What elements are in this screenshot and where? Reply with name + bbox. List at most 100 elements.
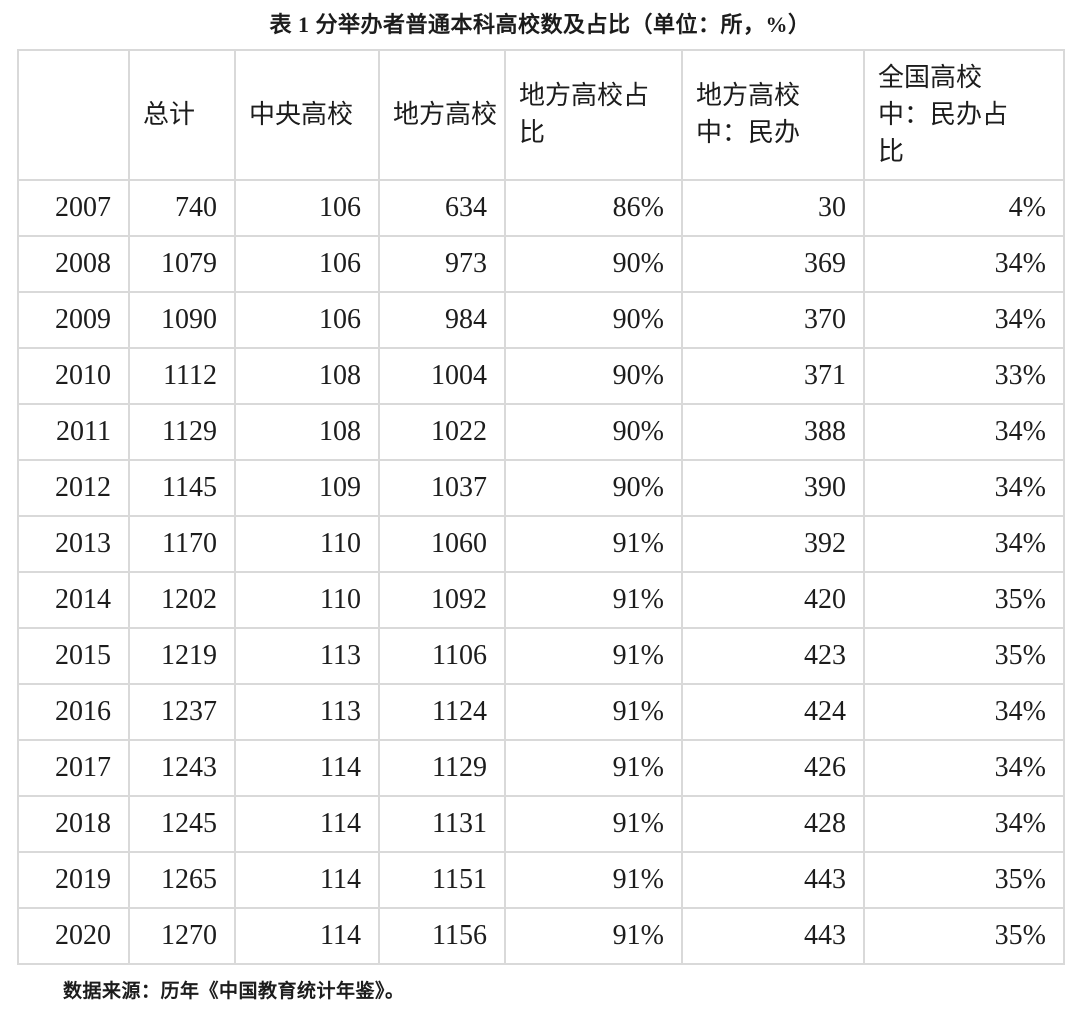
- value-cell: 35%: [863, 907, 1065, 966]
- year-cell: 2011: [17, 403, 130, 462]
- value-cell: 420: [681, 571, 865, 630]
- year-cell: 2017: [17, 739, 130, 798]
- value-cell: 1151: [378, 851, 506, 910]
- year-cell: 2007: [17, 179, 130, 238]
- year-cell: 2014: [17, 571, 130, 630]
- value-cell: 91%: [504, 907, 683, 966]
- value-cell: 91%: [504, 627, 683, 686]
- value-cell: 90%: [504, 347, 683, 406]
- value-cell: 1037: [378, 459, 506, 518]
- col-header-central: 中央高校: [234, 49, 380, 182]
- value-cell: 108: [234, 347, 380, 406]
- col-header-local-private: 地方高校 中：民办: [681, 49, 865, 182]
- year-cell: 2013: [17, 515, 130, 574]
- year-cell: 2012: [17, 459, 130, 518]
- table-row: 2018 1245 114 1131 91% 428 34%: [17, 795, 1065, 854]
- value-cell: 114: [234, 907, 380, 966]
- value-cell: 113: [234, 683, 380, 742]
- table-row: 2017 1243 114 1129 91% 426 34%: [17, 739, 1065, 798]
- value-cell: 91%: [504, 683, 683, 742]
- header-row: 总计 中央高校 地方高校 地方高校占 比 地方高校 中：民办 全国高校 中：民办…: [17, 49, 1065, 182]
- value-cell: 106: [234, 235, 380, 294]
- value-cell: 1270: [128, 907, 236, 966]
- value-cell: 35%: [863, 571, 1065, 630]
- value-cell: 34%: [863, 683, 1065, 742]
- value-cell: 4%: [863, 179, 1065, 238]
- value-cell: 110: [234, 515, 380, 574]
- year-cell: 2015: [17, 627, 130, 686]
- value-cell: 369: [681, 235, 865, 294]
- table-row: 2012 1145 109 1037 90% 390 34%: [17, 459, 1065, 518]
- value-cell: 428: [681, 795, 865, 854]
- value-cell: 1092: [378, 571, 506, 630]
- value-cell: 91%: [504, 739, 683, 798]
- value-cell: 1129: [128, 403, 236, 462]
- value-cell: 35%: [863, 851, 1065, 910]
- value-cell: 34%: [863, 235, 1065, 294]
- value-cell: 106: [234, 291, 380, 350]
- value-cell: 106: [234, 179, 380, 238]
- value-cell: 114: [234, 739, 380, 798]
- year-cell: 2016: [17, 683, 130, 742]
- table-row: 2019 1265 114 1151 91% 443 35%: [17, 851, 1065, 910]
- table-row: 2013 1170 110 1060 91% 392 34%: [17, 515, 1065, 574]
- value-cell: 90%: [504, 235, 683, 294]
- value-cell: 1245: [128, 795, 236, 854]
- value-cell: 1170: [128, 515, 236, 574]
- data-source-note: 数据来源：历年《中国教育统计年鉴》。: [63, 981, 405, 1003]
- value-cell: 423: [681, 627, 865, 686]
- value-cell: 392: [681, 515, 865, 574]
- value-cell: 91%: [504, 851, 683, 910]
- value-cell: 109: [234, 459, 380, 518]
- value-cell: 30: [681, 179, 865, 238]
- value-cell: 1131: [378, 795, 506, 854]
- value-cell: 91%: [504, 795, 683, 854]
- value-cell: 110: [234, 571, 380, 630]
- value-cell: 114: [234, 851, 380, 910]
- table-body: 2007 740 106 634 86% 30 4% 2008 1079 106 973 90% 369…: [17, 179, 1065, 966]
- value-cell: 973: [378, 235, 506, 294]
- table-row: 2015 1219 113 1106 91% 423 35%: [17, 627, 1065, 686]
- value-cell: 1243: [128, 739, 236, 798]
- data-table: 总计 中央高校 地方高校 地方高校占 比 地方高校 中：民办 全国高校 中：民办…: [17, 49, 1065, 966]
- value-cell: 388: [681, 403, 865, 462]
- col-header-total: 总计: [128, 49, 236, 182]
- value-cell: 1202: [128, 571, 236, 630]
- value-cell: 1124: [378, 683, 506, 742]
- value-cell: 34%: [863, 795, 1065, 854]
- value-cell: 34%: [863, 739, 1065, 798]
- value-cell: 34%: [863, 515, 1065, 574]
- year-cell: 2018: [17, 795, 130, 854]
- year-cell: 2019: [17, 851, 130, 910]
- value-cell: 34%: [863, 403, 1065, 462]
- table-row: 2009 1090 106 984 90% 370 34%: [17, 291, 1065, 350]
- value-cell: 33%: [863, 347, 1065, 406]
- value-cell: 1156: [378, 907, 506, 966]
- year-cell: 2020: [17, 907, 130, 966]
- value-cell: 443: [681, 907, 865, 966]
- value-cell: 34%: [863, 291, 1065, 350]
- value-cell: 1237: [128, 683, 236, 742]
- value-cell: 984: [378, 291, 506, 350]
- value-cell: 35%: [863, 627, 1065, 686]
- value-cell: 34%: [863, 459, 1065, 518]
- value-cell: 90%: [504, 403, 683, 462]
- value-cell: 86%: [504, 179, 683, 238]
- table-row: 2010 1112 108 1004 90% 371 33%: [17, 347, 1065, 406]
- table-row: 2016 1237 113 1124 91% 424 34%: [17, 683, 1065, 742]
- value-cell: 114: [234, 795, 380, 854]
- table-header: 总计 中央高校 地方高校 地方高校占 比 地方高校 中：民办 全国高校 中：民办…: [17, 49, 1065, 182]
- year-cell: 2010: [17, 347, 130, 406]
- col-header-year: [17, 49, 130, 182]
- value-cell: 1145: [128, 459, 236, 518]
- value-cell: 1106: [378, 627, 506, 686]
- value-cell: 113: [234, 627, 380, 686]
- value-cell: 1022: [378, 403, 506, 462]
- value-cell: 1129: [378, 739, 506, 798]
- value-cell: 91%: [504, 571, 683, 630]
- year-cell: 2008: [17, 235, 130, 294]
- value-cell: 108: [234, 403, 380, 462]
- value-cell: 443: [681, 851, 865, 910]
- table-row: 2007 740 106 634 86% 30 4%: [17, 179, 1065, 238]
- value-cell: 740: [128, 179, 236, 238]
